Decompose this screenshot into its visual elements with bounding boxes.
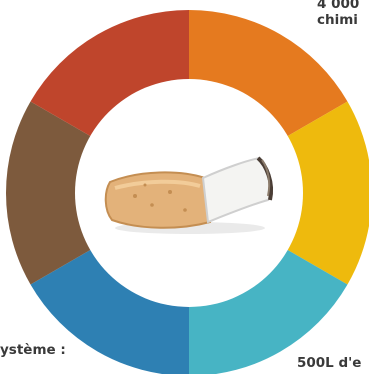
label-bottom-right: 500L d'e xyxy=(297,355,362,371)
label-bottom-left: ystème : xyxy=(0,342,66,358)
label-top-right: 4 000 chimi xyxy=(317,0,360,28)
cigarette-butt-icon xyxy=(104,156,273,234)
